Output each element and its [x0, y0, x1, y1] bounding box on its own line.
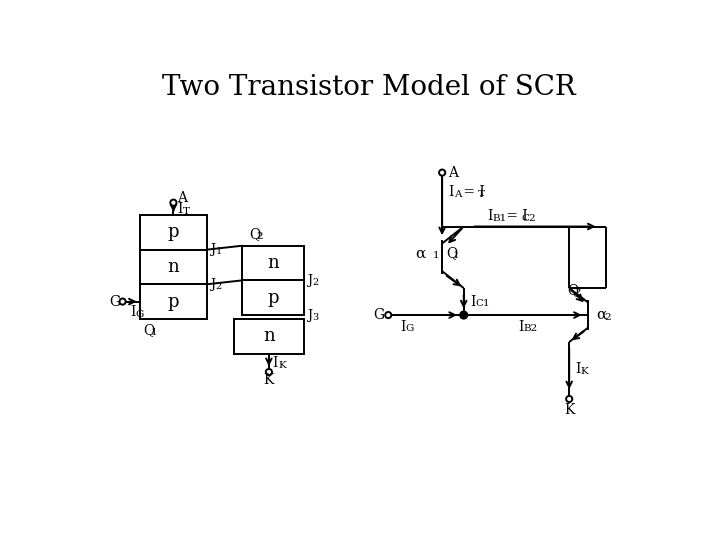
Text: Q: Q [143, 323, 155, 338]
Text: A: A [454, 190, 462, 199]
Text: 1: 1 [216, 247, 222, 256]
Text: I: I [470, 295, 475, 308]
Text: = I: = I [459, 185, 485, 199]
Text: 1: 1 [150, 328, 157, 338]
Text: n: n [168, 258, 179, 276]
Text: I: I [177, 202, 183, 216]
Text: p: p [168, 293, 179, 310]
Bar [234, 319, 304, 354]
Circle shape [460, 311, 467, 319]
Text: 2: 2 [216, 282, 222, 291]
Text: I: I [400, 320, 405, 334]
Text: K: K [581, 367, 588, 376]
Text: I: I [130, 305, 135, 319]
Bar [242, 246, 304, 280]
Text: J: J [210, 278, 215, 291]
Text: α: α [415, 246, 426, 260]
Text: I: I [518, 320, 523, 334]
Text: C1: C1 [475, 299, 490, 308]
Text: Two Transistor Model of SCR: Two Transistor Model of SCR [162, 75, 576, 102]
Text: 1: 1 [433, 251, 439, 260]
Text: 2: 2 [574, 288, 580, 297]
Text: K: K [264, 373, 274, 387]
Text: p: p [168, 223, 179, 241]
Text: G: G [109, 295, 120, 308]
Text: 3: 3 [312, 313, 318, 322]
Text: A: A [449, 166, 459, 180]
Bar [140, 215, 207, 249]
Bar [242, 280, 304, 315]
Bar [140, 249, 207, 284]
Text: J: J [210, 243, 215, 256]
Text: B1: B1 [492, 213, 506, 222]
Text: T: T [478, 190, 485, 199]
Text: G: G [374, 308, 384, 322]
Text: I: I [273, 356, 278, 370]
Text: A: A [177, 191, 187, 205]
Text: 2: 2 [256, 232, 264, 241]
Text: 2: 2 [605, 313, 611, 322]
Text: Q: Q [567, 284, 578, 298]
Text: I: I [575, 362, 581, 376]
Text: Q: Q [446, 246, 457, 260]
Text: Q: Q [250, 227, 261, 241]
Text: n: n [263, 327, 275, 345]
Text: J: J [307, 274, 312, 287]
Text: 1: 1 [453, 251, 459, 260]
Text: B2: B2 [523, 325, 538, 333]
Text: = I: = I [503, 209, 528, 222]
Text: I: I [487, 209, 492, 222]
Text: 2: 2 [312, 278, 318, 287]
Text: K: K [564, 403, 575, 417]
Text: C2: C2 [521, 213, 536, 222]
Text: G: G [135, 310, 144, 319]
Text: T: T [183, 207, 189, 215]
Text: n: n [267, 254, 279, 272]
Text: G: G [405, 325, 413, 333]
Text: p: p [267, 289, 279, 307]
Bar [140, 284, 207, 319]
Text: K: K [278, 361, 286, 369]
Text: J: J [307, 308, 312, 321]
Text: α: α [596, 308, 606, 322]
Text: I: I [449, 185, 454, 199]
